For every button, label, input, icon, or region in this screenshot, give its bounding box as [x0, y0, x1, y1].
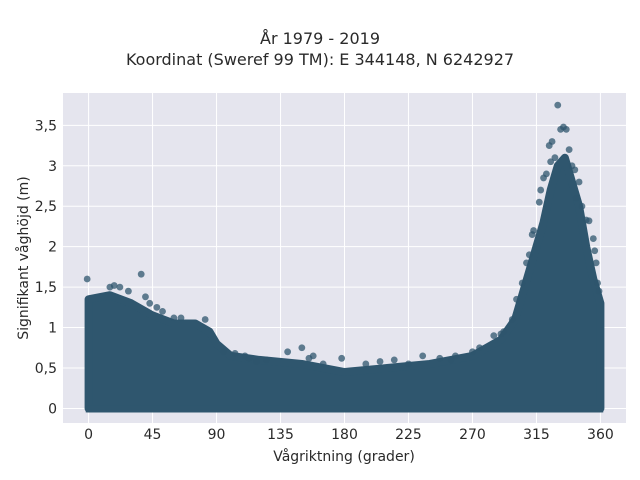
data-point: [83, 275, 91, 283]
y-tick-label: 0: [48, 401, 57, 417]
data-point: [231, 350, 239, 357]
data-point: [578, 202, 586, 210]
data-point: [589, 235, 597, 242]
data-point: [530, 227, 537, 234]
data-point: [547, 158, 555, 166]
data-point: [469, 348, 476, 356]
data-point: [508, 316, 516, 323]
data-point: [137, 270, 145, 278]
data-baseline-band: [85, 405, 604, 413]
y-tick-label: 1,5: [35, 280, 57, 296]
x-tick-label: 45: [144, 427, 162, 443]
data-point: [159, 307, 166, 315]
data-point: [220, 348, 228, 356]
x-tick-label: 270: [459, 427, 486, 443]
data-point: [535, 198, 543, 206]
data-point: [551, 154, 559, 162]
y-tick-label: 1: [48, 321, 57, 337]
data-point: [309, 352, 317, 360]
data-point: [252, 358, 260, 365]
data-point: [153, 303, 161, 311]
data-point: [537, 186, 545, 194]
y-tick-label: 2,5: [35, 199, 57, 215]
data-point: [405, 360, 412, 368]
outlier-points: [83, 101, 603, 368]
data-point: [591, 247, 599, 255]
x-tick-label: 225: [395, 427, 422, 443]
data-point: [595, 287, 603, 295]
x-tick-label: 0: [84, 427, 93, 443]
data-point: [594, 279, 601, 287]
x-tick-label: 315: [523, 427, 550, 443]
data-point: [447, 356, 455, 364]
y-tick-label: 3: [48, 159, 57, 175]
data-point: [575, 178, 583, 186]
data-point: [110, 282, 118, 289]
data-point: [571, 166, 579, 174]
y-axis-ticks: 0 0,5 1 1,5 2 2,5 3 3,5: [35, 118, 57, 417]
y-tick-label: 3,5: [35, 118, 57, 134]
data-point: [523, 259, 530, 267]
data-point: [284, 348, 292, 356]
data-point: [542, 170, 550, 178]
data-point: [476, 344, 483, 352]
data-point: [525, 251, 533, 259]
data-point: [170, 314, 178, 322]
data-point: [500, 328, 508, 336]
chart-subtitle: Koordinat (Sweref 99 TM): E 344148, N 62…: [125, 50, 515, 69]
data-point: [262, 356, 270, 364]
data-point: [201, 316, 209, 323]
data-point: [142, 293, 149, 301]
x-axis-label: Vågriktning (grader): [273, 448, 415, 465]
y-axis-label: Signifikant våghöjd (m): [15, 176, 32, 339]
data-point: [548, 138, 556, 145]
data-point: [518, 279, 526, 287]
data-point: [124, 287, 132, 295]
data-point: [419, 352, 427, 360]
data-point: [245, 354, 253, 362]
y-tick-label: 0,5: [35, 361, 57, 377]
chart-title: År 1979 - 2019: [260, 29, 380, 48]
data-point: [562, 125, 570, 133]
data-point: [513, 295, 520, 303]
data-point: [592, 259, 600, 267]
x-tick-label: 90: [208, 427, 226, 443]
data-point: [490, 332, 498, 340]
data-point: [554, 101, 562, 109]
data-point: [376, 358, 384, 365]
data-point: [585, 217, 593, 225]
x-tick-label: 360: [587, 427, 614, 443]
data-point: [319, 360, 327, 368]
data-point: [116, 283, 124, 291]
x-tick-label: 135: [267, 427, 294, 443]
data-point: [338, 354, 346, 362]
data-point: [451, 352, 459, 360]
data-point: [362, 360, 370, 368]
data-point: [390, 356, 398, 364]
y-tick-label: 2: [48, 240, 57, 256]
data-point: [146, 299, 154, 307]
data-point: [565, 146, 573, 154]
x-axis-ticks: 0 45 90 135 180 225 270 315 360: [84, 427, 614, 443]
data-point: [572, 194, 580, 202]
x-tick-label: 180: [331, 427, 358, 443]
data-point: [177, 314, 185, 322]
data-point: [436, 354, 444, 362]
data-point: [298, 344, 306, 352]
